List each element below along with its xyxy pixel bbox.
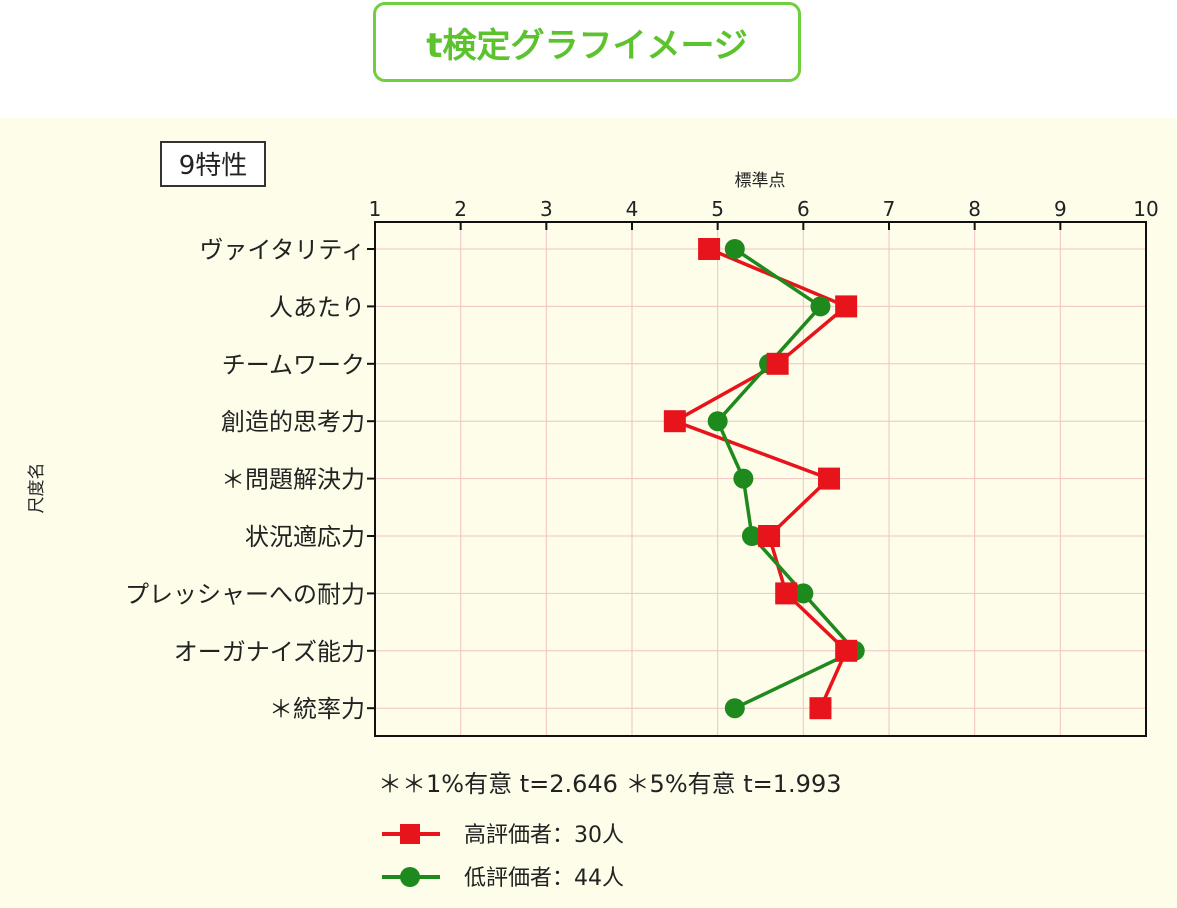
legend-label: 低評価者：44人 (464, 866, 624, 891)
category-label: オーガナイズ能力 (174, 638, 365, 666)
panel-label-box (160, 141, 266, 187)
data-point-circle (724, 239, 745, 259)
x-tick-label: 4 (626, 197, 639, 221)
data-point-square (766, 352, 789, 375)
banner: t検定グラフイメージ (373, 2, 801, 82)
x-tick-label: 5 (711, 197, 724, 221)
significance-note: ＊＊1%有意 t=2.646 ＊5%有意 t=1.993 (378, 770, 842, 798)
chart-panel: 9特性 標準点 尺度名 1 2 3 4 5 6 7 8 9 10 ヴァイタリティ人あたりチームワー… (0, 118, 1177, 908)
legend-label: 高評価者：30人 (464, 823, 624, 848)
data-point-square (775, 582, 798, 605)
x-tick-label: 2 (454, 197, 467, 221)
x-tick-label: 10 (1133, 197, 1158, 221)
data-point-square (835, 295, 858, 318)
data-point-circle (793, 583, 814, 604)
x-axis-label: 標準点 (735, 171, 786, 191)
data-point-circle (707, 411, 728, 432)
category-label: プレッシャーへの耐力 (125, 580, 365, 608)
legend-marker-square (400, 824, 420, 844)
banner-title: t検定グラフイメージ (426, 25, 748, 66)
t-test-chart: 9特性 標準点 尺度名 1 2 3 4 5 6 7 8 9 10 ヴァイタリティ人あたりチームワー… (27, 141, 1159, 891)
category-label: チームワーク (222, 351, 365, 379)
data-point-circle (810, 296, 831, 317)
data-point-square (698, 238, 721, 260)
data-point-square (818, 467, 841, 490)
x-tick-label: 1 (369, 197, 382, 221)
x-tick-label: 9 (1054, 197, 1067, 221)
data-point-square (809, 697, 832, 720)
y-axis-label: 尺度名 (27, 463, 47, 514)
data-point-circle (733, 468, 754, 489)
x-tick-label: 6 (797, 197, 810, 221)
data-point-circle (741, 526, 762, 546)
data-point-square (835, 639, 858, 662)
category-label: 状況適応力 (245, 523, 365, 551)
x-tick-label: 3 (540, 197, 553, 221)
category-label: 創造的思考力 (221, 408, 365, 436)
data-point-circle (724, 698, 745, 719)
category-label: ヴァイタリティ (199, 236, 365, 264)
category-label: 人あたり (269, 293, 365, 321)
panel-label: 9特性 (179, 151, 248, 181)
category-label: ＊問題解決力 (221, 466, 365, 494)
x-tick-label: 8 (968, 197, 981, 221)
x-tick-label: 7 (883, 197, 896, 221)
data-point-square (758, 525, 781, 547)
data-point-square (663, 410, 686, 433)
legend-marker-circle (400, 867, 420, 887)
plot-frame (374, 221, 1147, 737)
category-label: ＊統率力 (269, 695, 365, 723)
